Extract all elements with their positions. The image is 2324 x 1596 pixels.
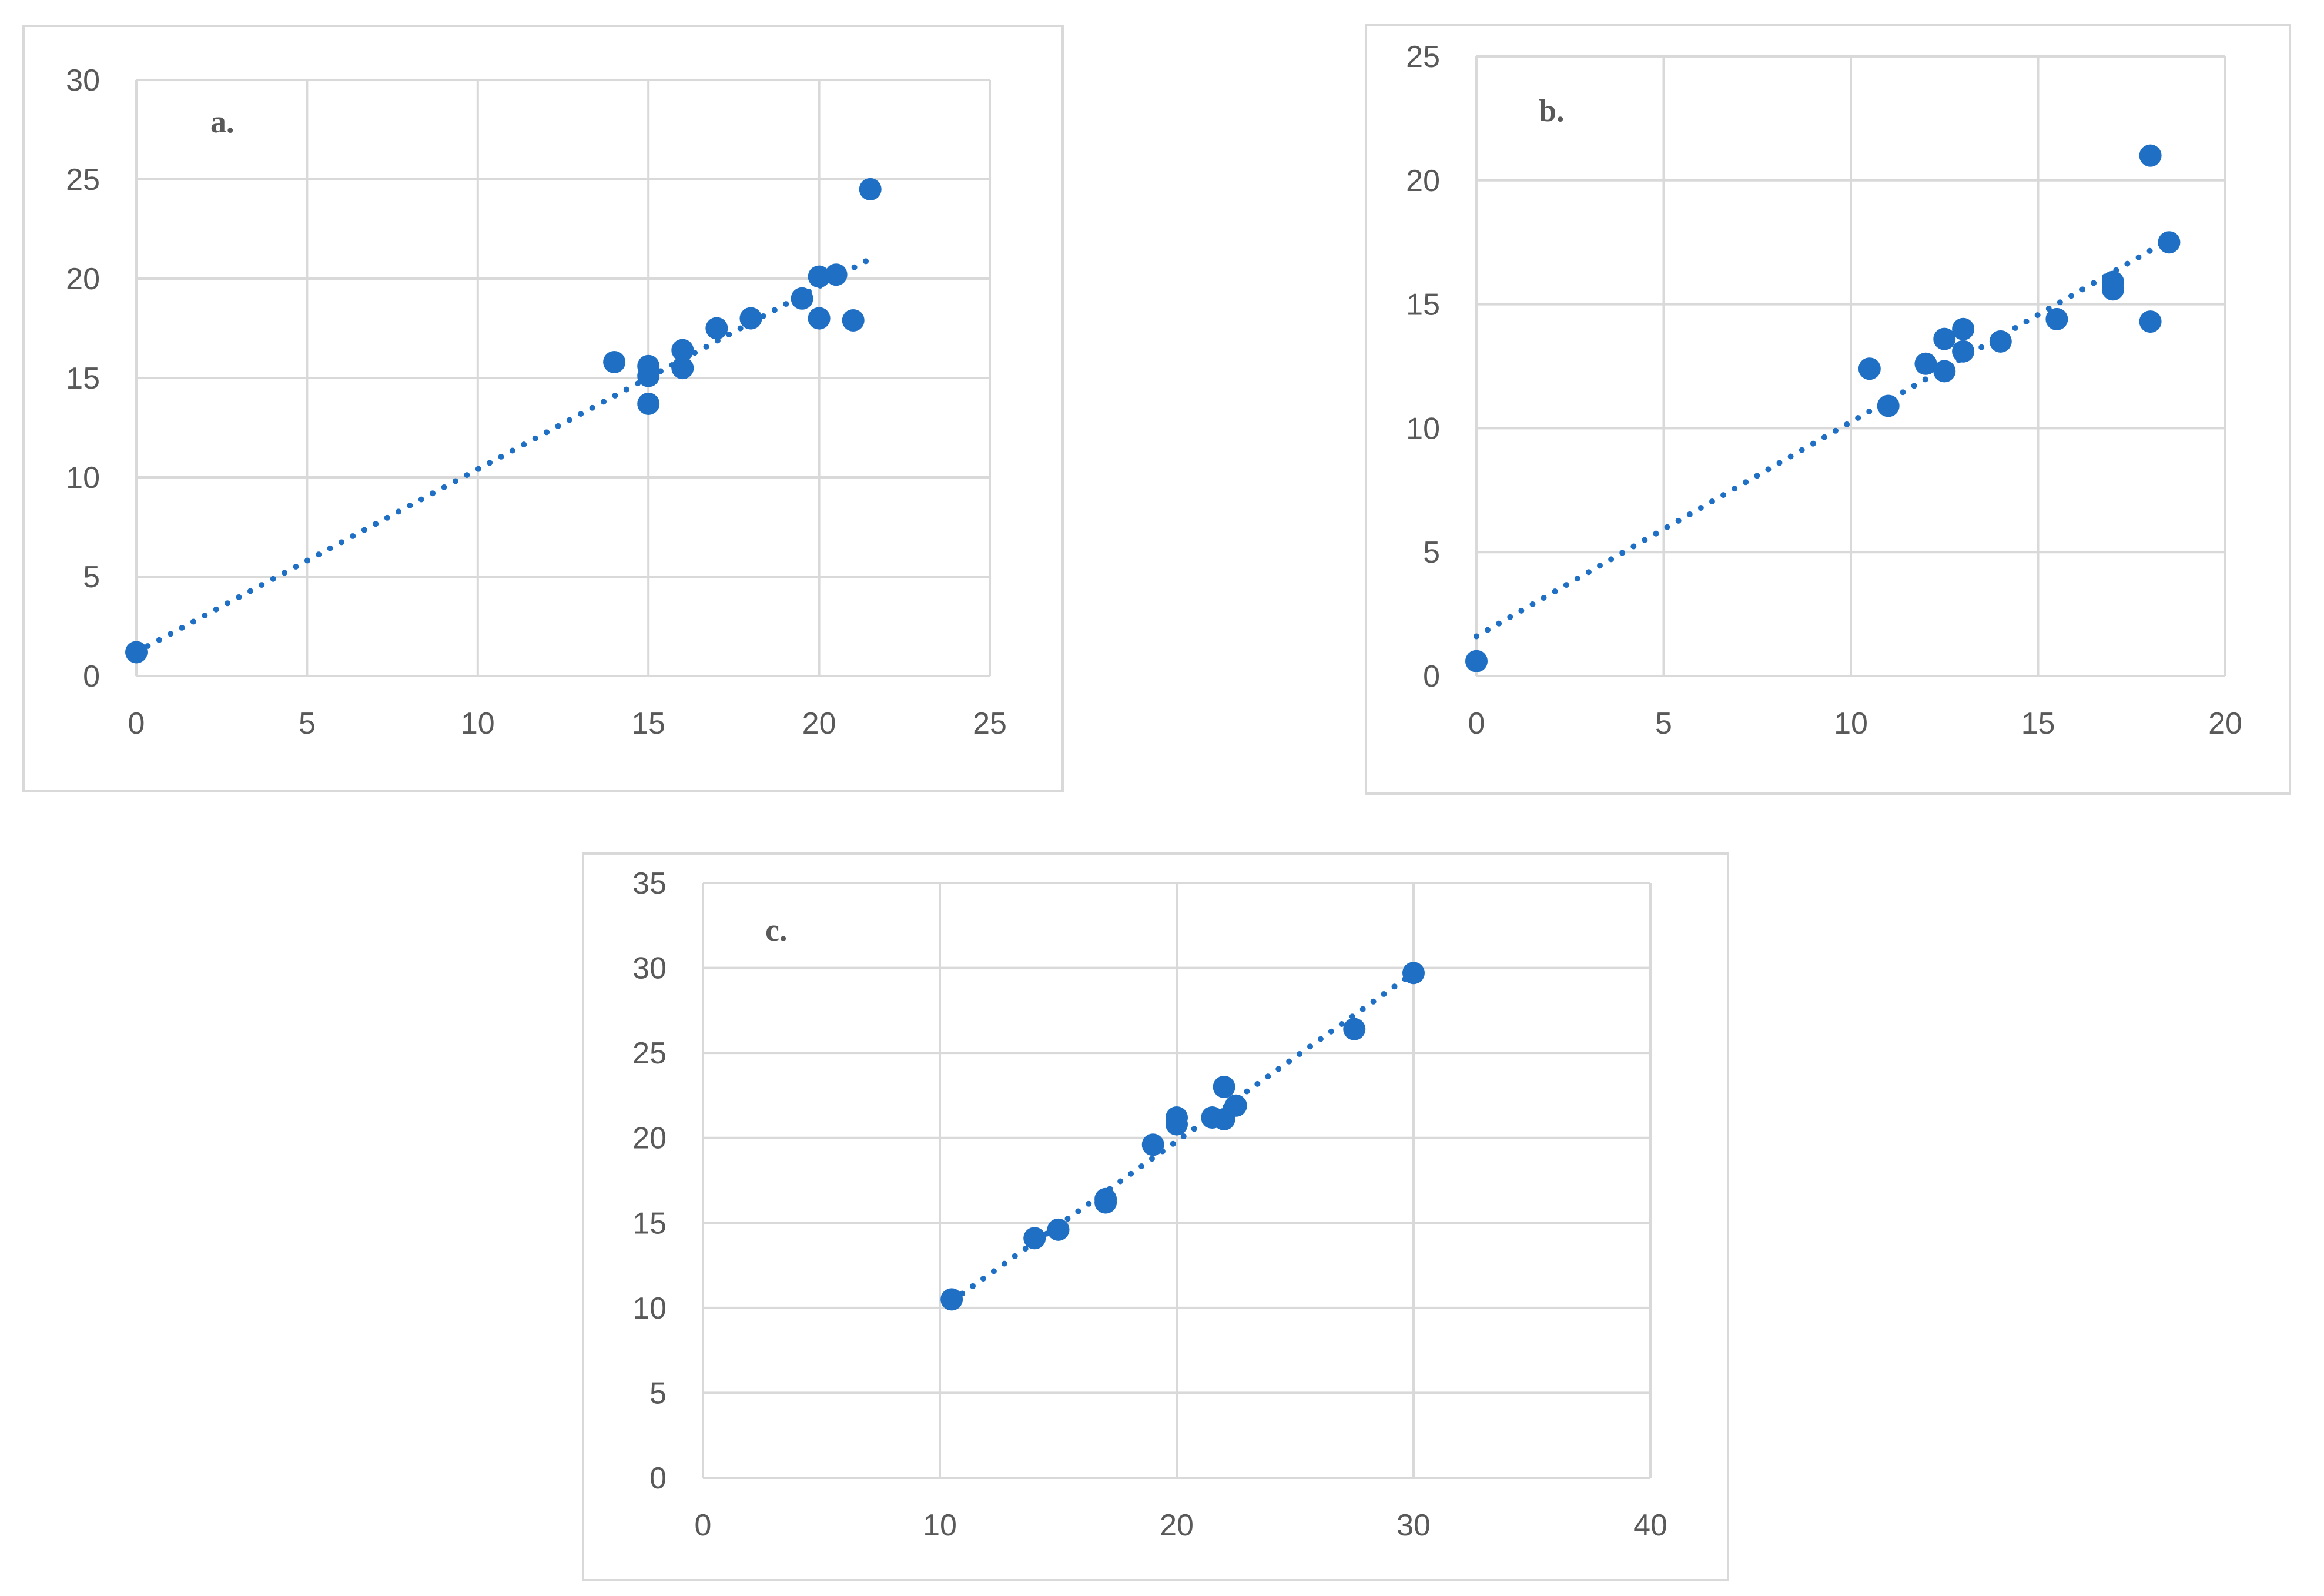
panel-label-b: b. xyxy=(1539,93,1565,128)
y-tick-label: 10 xyxy=(632,1291,667,1326)
x-tick-label: 15 xyxy=(631,707,665,741)
y-tick-label: 10 xyxy=(1406,411,1440,446)
data-point xyxy=(808,265,831,288)
x-tick-label: 0 xyxy=(1468,707,1485,741)
y-tick-label: 15 xyxy=(632,1206,667,1240)
scatter-chart-c: 0 10 20 30 40 0 5 10 15 20 25 30 35 c. xyxy=(582,852,1729,1581)
y-tick-label: 25 xyxy=(632,1036,667,1070)
data-point xyxy=(1952,317,1975,340)
data-point xyxy=(842,309,865,332)
x-tick-label: 10 xyxy=(461,707,495,741)
data-point xyxy=(1224,1094,1247,1117)
chart-panel-c: 0 10 20 30 40 0 5 10 15 20 25 30 35 c. xyxy=(582,852,1729,1581)
chart-panel-b: 0 5 10 15 20 0 5 10 15 20 25 b. xyxy=(1365,24,2291,795)
data-point xyxy=(808,307,831,330)
chart-frame xyxy=(582,852,1729,1581)
data-point xyxy=(739,307,762,330)
x-tick-label: 10 xyxy=(1834,707,1868,741)
data-point xyxy=(791,287,813,310)
data-point xyxy=(2045,307,2068,330)
trendline xyxy=(1474,236,2172,640)
panel-label-c: c. xyxy=(765,912,787,948)
data-point xyxy=(671,339,694,362)
data-point xyxy=(1952,340,1975,363)
data-point xyxy=(859,178,882,200)
chart-frame xyxy=(22,25,1064,792)
x-tick-label: 25 xyxy=(973,707,1007,741)
plot-area: 0 10 20 30 40 0 5 10 15 20 25 30 35 xyxy=(632,866,1667,1543)
data-point xyxy=(603,350,626,373)
data-point xyxy=(1166,1113,1188,1136)
data-point xyxy=(1989,330,2012,353)
data-point xyxy=(125,641,148,664)
y-tick-label: 30 xyxy=(632,952,667,986)
y-tick-label: 10 xyxy=(66,461,100,495)
data-point xyxy=(2101,278,2124,301)
data-point xyxy=(940,1288,963,1311)
data-point xyxy=(1933,327,1956,350)
y-tick-label: 25 xyxy=(66,163,100,197)
trendline xyxy=(133,256,873,655)
data-point xyxy=(1047,1218,1070,1241)
data-point xyxy=(1213,1075,1235,1098)
data-point xyxy=(671,357,694,380)
data-point xyxy=(1094,1191,1117,1214)
y-tick-label: 35 xyxy=(632,866,667,901)
x-tick-label: 40 xyxy=(1633,1508,1667,1543)
y-tick-label: 20 xyxy=(66,262,100,296)
panel-label-a: a. xyxy=(210,104,235,139)
y-tick-label: 5 xyxy=(1423,536,1440,570)
y-tick-label: 0 xyxy=(1423,660,1440,694)
scatter-chart-b: 0 5 10 15 20 0 5 10 15 20 25 b. xyxy=(1365,24,2291,795)
data-point xyxy=(705,317,728,340)
trendline xyxy=(949,970,1416,1304)
x-tick-label: 30 xyxy=(1397,1508,1431,1543)
data-point xyxy=(1933,360,1956,383)
y-tick-label: 0 xyxy=(83,660,100,694)
x-tick-label: 20 xyxy=(1160,1508,1194,1543)
data-point xyxy=(637,392,660,415)
data-point xyxy=(2158,231,2181,254)
data-point xyxy=(825,263,848,286)
chart-frame xyxy=(1365,24,2291,795)
data-point xyxy=(2139,144,2162,167)
data-point xyxy=(1402,962,1425,985)
y-tick-label: 20 xyxy=(1406,164,1440,198)
data-point xyxy=(1343,1018,1366,1040)
plot-area: 0 5 10 15 20 0 5 10 15 20 25 xyxy=(1406,40,2242,741)
y-tick-label: 5 xyxy=(649,1376,667,1410)
data-point xyxy=(1023,1227,1046,1250)
y-tick-label: 25 xyxy=(1406,40,1440,74)
x-tick-label: 20 xyxy=(2208,707,2242,741)
x-tick-label: 20 xyxy=(802,707,836,741)
data-point xyxy=(2139,310,2162,333)
y-tick-label: 30 xyxy=(66,63,100,98)
data-point xyxy=(1465,650,1488,672)
chart-panel-a: 0 5 10 15 20 25 0 5 10 15 20 25 30 a. xyxy=(22,25,1064,792)
data-point xyxy=(1858,357,1881,380)
x-tick-label: 10 xyxy=(923,1508,957,1543)
y-tick-label: 15 xyxy=(1406,288,1440,322)
data-point xyxy=(1877,394,1900,417)
y-tick-label: 5 xyxy=(83,560,100,594)
y-tick-label: 20 xyxy=(632,1122,667,1156)
data-point xyxy=(1914,352,1937,375)
data-point xyxy=(1141,1133,1164,1156)
y-tick-label: 15 xyxy=(66,362,100,396)
x-tick-label: 15 xyxy=(2021,707,2055,741)
x-tick-label: 5 xyxy=(1655,707,1672,741)
scatter-chart-a: 0 5 10 15 20 25 0 5 10 15 20 25 30 a. xyxy=(22,25,1064,792)
data-point xyxy=(637,364,660,387)
x-tick-label: 5 xyxy=(299,707,316,741)
x-tick-label: 0 xyxy=(128,707,145,741)
y-tick-label: 0 xyxy=(649,1461,667,1495)
x-tick-label: 0 xyxy=(695,1508,712,1543)
plot-area: 0 5 10 15 20 25 0 5 10 15 20 25 30 xyxy=(66,63,1007,741)
